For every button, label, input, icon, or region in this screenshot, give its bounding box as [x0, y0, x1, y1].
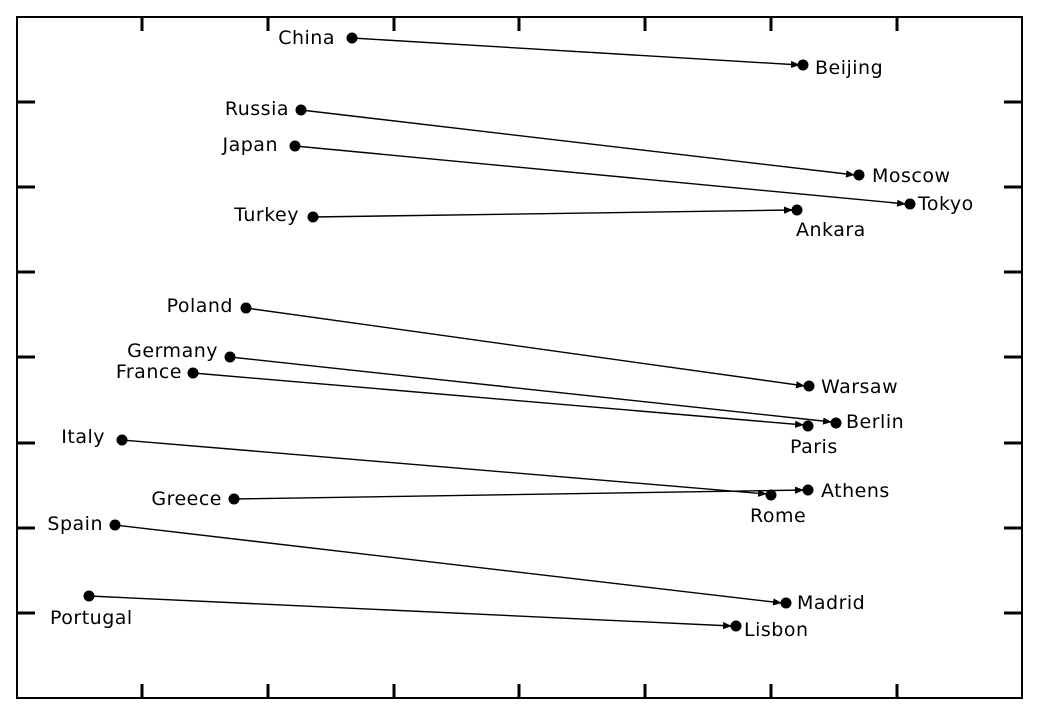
capital-label-ankara: Ankara	[796, 219, 866, 241]
capital-dot-paris	[802, 420, 814, 432]
arrow-turkey-ankara	[312, 206, 794, 218]
capital-dot-tokyo	[904, 198, 916, 210]
pair-poland-warsaw: Poland Warsaw	[167, 295, 898, 398]
country-label-germany: Germany	[127, 340, 218, 362]
pair-russia-moscow: Russia Moscow	[225, 98, 951, 187]
capital-dot-athens	[802, 484, 814, 496]
country-dot-germany	[224, 351, 236, 363]
capital-dot-beijing	[797, 59, 809, 71]
pair-portugal-lisbon: Portugal Lisbon	[50, 590, 809, 641]
arrow-china-beijing	[351, 37, 801, 69]
capital-dot-moscow	[853, 169, 865, 181]
arrow-germany-berlin	[229, 356, 833, 425]
country-dot-greece	[228, 493, 240, 505]
pair-japan-tokyo: Japan Tokyo	[222, 134, 974, 215]
pair-turkey-ankara: Turkey Ankara	[233, 204, 866, 241]
arrow-portugal-lisbon	[88, 595, 733, 630]
capital-dot-ankara	[791, 204, 803, 216]
country-dot-russia	[295, 104, 307, 116]
country-dot-italy	[116, 434, 128, 446]
arrow-japan-tokyo	[294, 145, 907, 207]
capital-label-moscow: Moscow	[872, 165, 951, 187]
pair-spain-madrid: Spain Madrid	[47, 513, 865, 614]
capital-label-warsaw: Warsaw	[821, 376, 898, 398]
country-label-portugal: Portugal	[50, 607, 133, 629]
capital-label-tokyo: Tokyo	[917, 193, 974, 215]
country-label-spain: Spain	[47, 513, 103, 535]
capital-label-berlin: Berlin	[846, 411, 904, 433]
country-label-poland: Poland	[167, 295, 233, 317]
country-label-japan: Japan	[222, 134, 279, 156]
pair-greece-athens: Greece Athens	[151, 480, 889, 510]
capital-label-madrid: Madrid	[797, 592, 865, 614]
arrow-russia-moscow	[300, 109, 856, 178]
country-label-italy: Italy	[61, 426, 105, 448]
capital-label-lisbon: Lisbon	[744, 619, 809, 641]
country-label-greece: Greece	[151, 488, 222, 510]
capital-dot-lisbon	[730, 620, 742, 632]
capital-dot-madrid	[780, 597, 792, 609]
arrow-france-paris	[192, 372, 805, 428]
capital-label-beijing: Beijing	[815, 57, 883, 79]
capital-label-rome: Rome	[750, 505, 806, 527]
capital-dot-rome	[765, 489, 777, 501]
country-dot-china	[346, 32, 358, 44]
country-label-russia: Russia	[225, 98, 289, 120]
pair-china-beijing: China Beijing	[278, 27, 883, 79]
arrow-italy-rome	[121, 439, 768, 497]
country-label-china: China	[278, 27, 335, 49]
country-dot-poland	[240, 302, 252, 314]
pair-france-paris: France Paris	[116, 361, 838, 458]
country-dot-turkey	[307, 211, 319, 223]
frame-ticks	[17, 17, 1022, 698]
pair-germany-berlin: Germany Berlin	[127, 340, 904, 433]
arrow-spain-madrid	[114, 524, 783, 606]
country-dot-portugal	[83, 590, 95, 602]
pair-italy-rome: Italy Rome	[61, 426, 806, 527]
country-label-turkey: Turkey	[233, 204, 299, 226]
arrow-greece-athens	[233, 486, 805, 500]
country-dot-japan	[289, 140, 301, 152]
capital-dot-warsaw	[803, 380, 815, 392]
country-dot-spain	[109, 519, 121, 531]
capital-dot-berlin	[830, 417, 842, 429]
capital-label-athens: Athens	[821, 480, 890, 502]
country-dot-france	[187, 367, 199, 379]
arrow-poland-warsaw	[245, 307, 806, 389]
capital-label-paris: Paris	[790, 436, 838, 458]
country-label-france: France	[116, 361, 182, 383]
